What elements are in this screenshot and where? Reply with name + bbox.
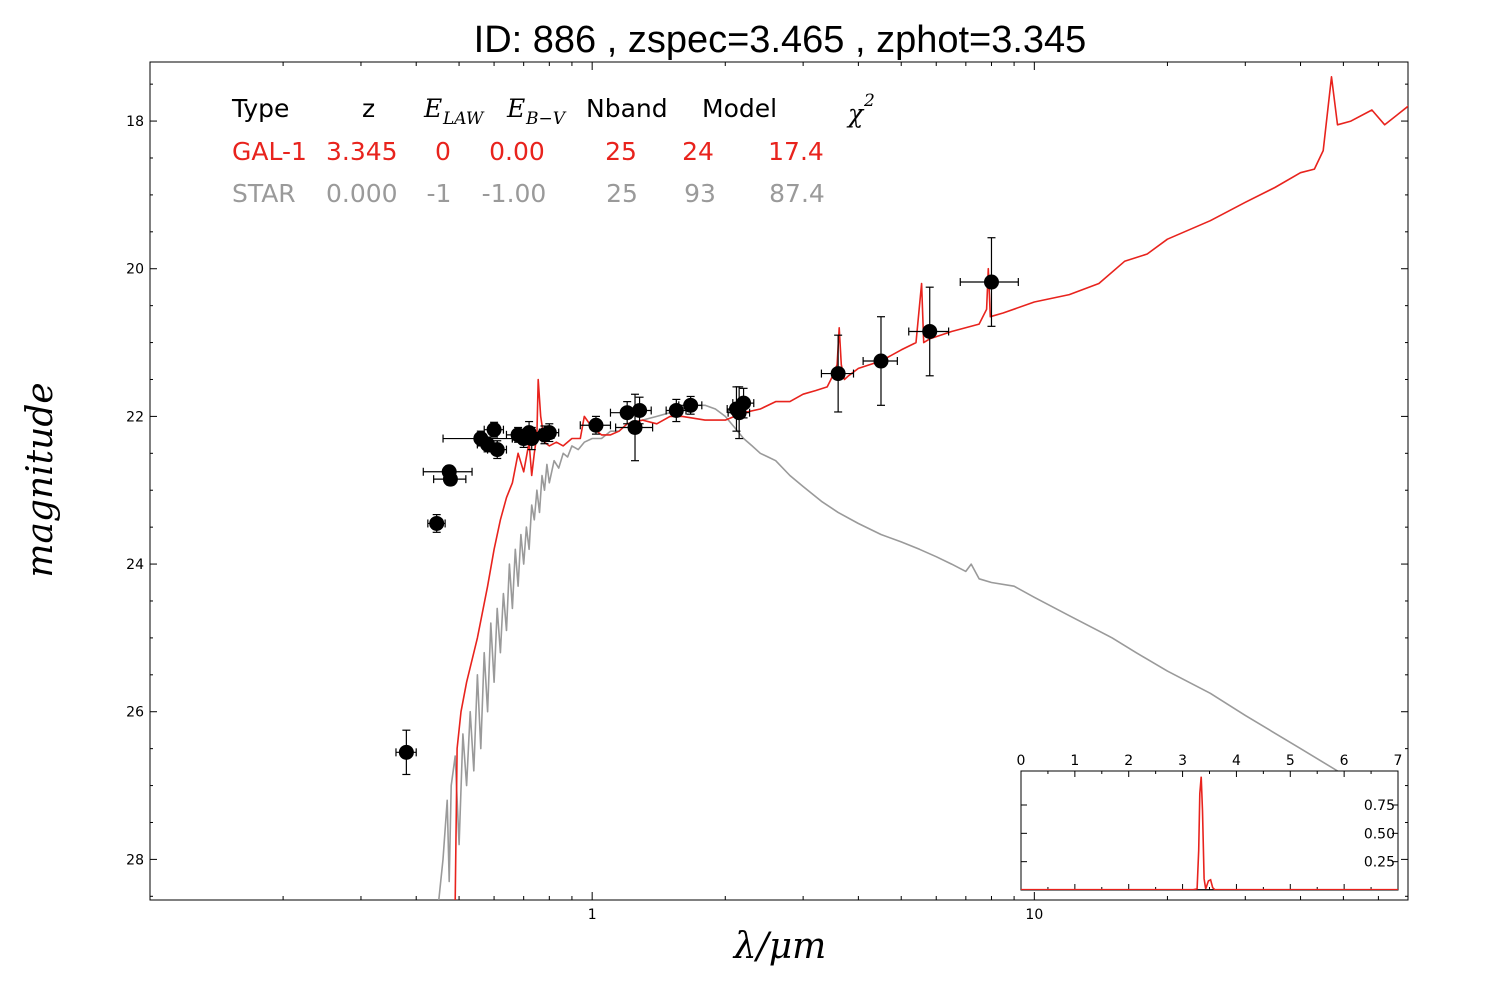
photometry-point bbox=[486, 440, 508, 460]
photometry-point bbox=[959, 237, 1019, 327]
photometry-marker bbox=[627, 419, 643, 435]
photometry-marker bbox=[486, 422, 502, 438]
y-tick-label: 24 bbox=[126, 557, 144, 573]
photometry-marker bbox=[398, 744, 414, 760]
photometry-point bbox=[626, 396, 652, 425]
legend-header-nband: Nband bbox=[586, 94, 668, 123]
y-tick-label: 18 bbox=[126, 114, 144, 130]
legend-row-gal-ebv: 0.00 bbox=[489, 137, 545, 166]
legend-row-star-ebv: -1.00 bbox=[482, 179, 547, 208]
photometry-point bbox=[433, 471, 467, 487]
legend-row-gal-chi2: 17.4 bbox=[768, 137, 824, 166]
legend-header-model: Model bbox=[702, 94, 777, 123]
legend-row-star-chi2: 87.4 bbox=[769, 179, 825, 208]
photometry-marker bbox=[429, 515, 445, 531]
legend-header-elaw-sub: LAW bbox=[442, 109, 485, 129]
inset-x-tick-label: 6 bbox=[1340, 753, 1349, 769]
legend-row-gal-z: 3.345 bbox=[326, 137, 398, 166]
y-tick-label: 28 bbox=[126, 852, 144, 868]
photometry-point bbox=[427, 513, 446, 533]
legend-row-star-z: 0.000 bbox=[326, 179, 398, 208]
inset-x-tick-label: 3 bbox=[1178, 753, 1187, 769]
photometry-point bbox=[395, 729, 417, 776]
legend-row-gal: GAL-1 3.345 0 0.00 25 24 17.4 bbox=[232, 137, 824, 166]
photometry-point bbox=[862, 316, 898, 406]
inset-x-tick-label: 7 bbox=[1394, 753, 1403, 769]
y-tick-label: 20 bbox=[126, 262, 144, 278]
photometry-points bbox=[395, 237, 1019, 776]
legend-header-chi2-main: χ bbox=[846, 99, 865, 128]
inset-x-tick-label: 2 bbox=[1124, 753, 1133, 769]
photometry-marker bbox=[588, 417, 604, 433]
photometry-marker bbox=[736, 395, 752, 411]
y-axis-label: magnitude bbox=[20, 382, 61, 577]
inset-y-tick-label: 0.75 bbox=[1364, 798, 1395, 814]
legend-row-gal-nband: 25 bbox=[605, 137, 637, 166]
redshift-pdf-inset: 0 1 2 3 4 5 6 7 0.25 0.50 0.75 bbox=[1017, 753, 1403, 891]
inset-x-tick-label: 0 bbox=[1017, 753, 1026, 769]
photometry-marker bbox=[541, 425, 557, 441]
inset-y-tick-label: 0.50 bbox=[1364, 826, 1395, 842]
inset-background bbox=[1020, 770, 1399, 891]
x-axis: 1 10 bbox=[149, 62, 1409, 923]
photometry-point bbox=[483, 421, 505, 438]
legend-header-ebv-sub: B−V bbox=[525, 109, 567, 129]
legend-header-ebv-main: E bbox=[506, 94, 525, 123]
photometry-marker bbox=[683, 397, 699, 413]
x-tick-label: 1 bbox=[588, 907, 597, 923]
photometry-point bbox=[538, 423, 560, 443]
photometry-marker bbox=[983, 274, 999, 290]
legend-header-elaw-main: E bbox=[423, 94, 442, 123]
x-axis-label: λ/μm bbox=[732, 926, 826, 967]
plot-frame bbox=[149, 61, 1409, 901]
x-tick-label: 10 bbox=[1025, 907, 1043, 923]
photometry-point bbox=[908, 286, 950, 377]
photometry-point bbox=[820, 334, 855, 413]
galaxy-template-line bbox=[454, 76, 1408, 900]
photometry-marker bbox=[922, 323, 938, 339]
inset-lines bbox=[1021, 776, 1398, 890]
photometry-point bbox=[665, 398, 687, 423]
legend-row-star-elaw: -1 bbox=[427, 179, 452, 208]
star-template-line bbox=[438, 404, 1344, 900]
photometry-point bbox=[727, 386, 751, 440]
photometry-marker bbox=[524, 431, 540, 447]
inset-pdf-line bbox=[1021, 776, 1398, 890]
photometry-point bbox=[476, 436, 498, 453]
chart-title: ID: 886 , zspec=3.465 , zphot=3.345 bbox=[474, 19, 1087, 61]
photometry-marker bbox=[830, 366, 846, 382]
y-tick-label: 22 bbox=[126, 409, 144, 425]
legend-header-chi2: χ 2 bbox=[846, 91, 875, 128]
legend-header-z: z bbox=[362, 94, 375, 123]
legend-header-ebv: E B−V bbox=[506, 94, 567, 129]
y-tick-label: 26 bbox=[126, 705, 144, 721]
legend-header-type: Type bbox=[231, 94, 289, 123]
legend-row-star-type: STAR bbox=[232, 179, 296, 208]
photometry-point bbox=[615, 393, 654, 462]
legend-row-star-model: 93 bbox=[684, 179, 716, 208]
photometry-point bbox=[678, 395, 703, 415]
inset-y-tick-label: 0.25 bbox=[1364, 855, 1395, 871]
legend-row-gal-type: GAL-1 bbox=[232, 137, 307, 166]
photometry-marker bbox=[632, 402, 648, 418]
inset-x-tick-label: 1 bbox=[1070, 753, 1079, 769]
photometry-point bbox=[732, 387, 755, 419]
legend-header-elaw: E LAW bbox=[423, 94, 485, 129]
photometry-point bbox=[579, 415, 612, 435]
inset-x-tick-label: 4 bbox=[1232, 753, 1241, 769]
legend-row-star: STAR 0.000 -1 -1.00 25 93 87.4 bbox=[232, 179, 825, 208]
photometry-marker bbox=[442, 471, 458, 487]
inset-x-tick-label: 5 bbox=[1286, 753, 1295, 769]
legend-row-gal-elaw: 0 bbox=[435, 137, 451, 166]
photometry-marker bbox=[489, 442, 505, 458]
legend-header-chi2-sup: 2 bbox=[863, 91, 875, 111]
photometry-marker bbox=[873, 353, 889, 369]
photometry-marker bbox=[668, 402, 684, 418]
legend-table: Type z E LAW E B−V Nband Model χ 2 GAL-1… bbox=[231, 91, 875, 208]
legend-row-gal-model: 24 bbox=[682, 137, 714, 166]
legend-row-star-nband: 25 bbox=[606, 179, 638, 208]
